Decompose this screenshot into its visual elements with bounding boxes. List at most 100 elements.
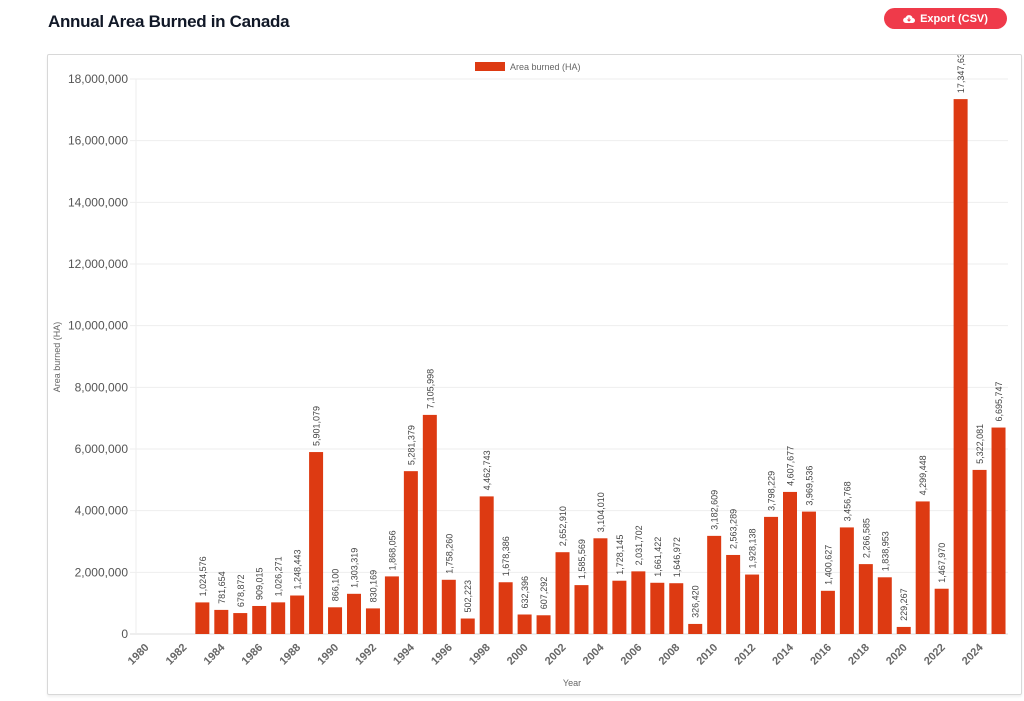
bar-2018[interactable] <box>858 564 873 634</box>
y-tick-label: 8,000,000 <box>75 380 129 394</box>
x-tick-label: 2024 <box>960 641 986 667</box>
data-label: 781,654 <box>217 571 227 604</box>
bar-2005[interactable] <box>612 580 627 634</box>
data-label: 1,838,953 <box>880 531 890 571</box>
data-label: 229,267 <box>899 588 909 621</box>
data-label: 2,266,585 <box>861 518 871 558</box>
data-label: 1,868,056 <box>387 530 397 570</box>
data-label: 4,607,677 <box>786 446 796 486</box>
bar-1994[interactable] <box>403 471 418 634</box>
bar-2003[interactable] <box>574 585 589 634</box>
data-label: 1,400,627 <box>823 545 833 585</box>
bar-1984[interactable] <box>214 609 229 634</box>
x-tick-label: 1982 <box>164 642 190 668</box>
bar-1986[interactable] <box>252 605 267 634</box>
bar-1999[interactable] <box>498 582 513 634</box>
data-label: 1,928,138 <box>748 529 758 569</box>
data-label: 1,728,145 <box>615 535 625 575</box>
bar-2009[interactable] <box>688 623 703 634</box>
bar-2016[interactable] <box>820 590 835 634</box>
bar-1991[interactable] <box>347 593 361 634</box>
bar-1996[interactable] <box>441 579 456 634</box>
x-tick-label: 1992 <box>353 642 379 668</box>
y-tick-label: 2,000,000 <box>75 565 129 579</box>
bar-1995[interactable] <box>422 414 437 634</box>
x-tick-label: 2002 <box>543 642 569 668</box>
bar-2004[interactable] <box>593 538 608 634</box>
bar-1993[interactable] <box>384 576 399 634</box>
data-label: 7,105,998 <box>425 369 435 409</box>
bar-2020[interactable] <box>896 626 911 634</box>
bar-2001[interactable] <box>536 615 551 634</box>
data-label: 1,758,260 <box>444 534 454 574</box>
y-tick-label: 6,000,000 <box>75 442 129 456</box>
bar-2022[interactable] <box>934 588 949 634</box>
export-csv-button[interactable]: Export (CSV) <box>884 8 1007 29</box>
x-axis-title: Year <box>563 678 581 688</box>
x-tick-label: 2018 <box>846 642 872 668</box>
x-tick-label: 1980 <box>126 642 152 668</box>
y-tick-label: 18,000,000 <box>68 72 128 86</box>
bars: 1,024,576 781,654 678,872 909,015 1,026,271 1… <box>195 48 1006 634</box>
cloud-download-icon <box>903 14 916 23</box>
bar-2014[interactable] <box>783 491 797 634</box>
data-label: 502,223 <box>463 580 473 613</box>
x-tick-label: 1986 <box>240 642 266 668</box>
bar-2019[interactable] <box>877 577 892 634</box>
data-label: 1,026,271 <box>274 556 284 596</box>
x-tick-label: 1984 <box>202 641 228 667</box>
bar-2015[interactable] <box>801 511 816 634</box>
bar-2025[interactable] <box>991 427 1006 634</box>
data-label: 607,292 <box>539 577 549 610</box>
x-tick-label: 2012 <box>732 642 758 668</box>
data-label: 17,347,630 <box>956 48 966 93</box>
x-tick-label: 1988 <box>277 642 303 668</box>
data-label: 5,281,379 <box>406 425 416 465</box>
bar-2010[interactable] <box>707 535 722 634</box>
chart-card <box>47 54 1022 695</box>
bar-2006[interactable] <box>631 571 646 634</box>
bar-1988[interactable] <box>290 595 305 634</box>
bar-1987[interactable] <box>271 602 286 634</box>
y-tick-label: 0 <box>121 627 128 641</box>
data-label: 830,169 <box>368 570 378 603</box>
bar-2011[interactable] <box>726 554 741 634</box>
x-tick-label: 2016 <box>808 642 834 668</box>
bar-1998[interactable] <box>479 496 494 634</box>
bar-2007[interactable] <box>650 582 665 634</box>
bar-1985[interactable] <box>233 613 248 634</box>
data-label: 1,585,569 <box>577 539 587 579</box>
bar-2012[interactable] <box>745 574 760 634</box>
bar-2000[interactable] <box>517 614 532 634</box>
bar-1989[interactable] <box>309 452 324 634</box>
data-label: 909,015 <box>255 567 265 600</box>
bar-1990[interactable] <box>328 607 343 634</box>
legend-swatch <box>475 62 505 71</box>
data-label: 1,248,443 <box>293 549 303 589</box>
data-label: 1,646,972 <box>672 537 682 577</box>
y-axis-title: Area burned (HA) <box>52 322 62 393</box>
data-label: 632,396 <box>520 576 530 609</box>
data-label: 3,182,609 <box>710 490 720 530</box>
x-tick-label: 1994 <box>391 641 417 667</box>
bar-1997[interactable] <box>460 618 475 634</box>
y-tick-label: 16,000,000 <box>68 134 128 148</box>
bar-2021[interactable] <box>915 501 930 634</box>
bar-2013[interactable] <box>764 516 779 634</box>
bar-2023[interactable] <box>953 99 968 634</box>
data-label: 2,652,910 <box>558 506 568 546</box>
bar-2002[interactable] <box>555 552 570 634</box>
page-title: Annual Area Burned in Canada <box>48 12 290 31</box>
bar-2024[interactable] <box>972 469 987 634</box>
x-tick-label: 2014 <box>770 641 796 667</box>
data-label: 326,420 <box>691 585 701 618</box>
bar-2017[interactable] <box>839 527 854 634</box>
bar-2008[interactable] <box>669 583 684 634</box>
x-tick-label: 1996 <box>429 642 455 668</box>
data-label: 2,563,289 <box>729 509 739 549</box>
data-label: 3,969,536 <box>804 466 814 506</box>
bar-1992[interactable] <box>365 608 380 634</box>
data-label: 1,024,576 <box>198 556 208 596</box>
x-tick-label: 1998 <box>467 642 493 668</box>
bar-1983[interactable] <box>195 602 210 634</box>
